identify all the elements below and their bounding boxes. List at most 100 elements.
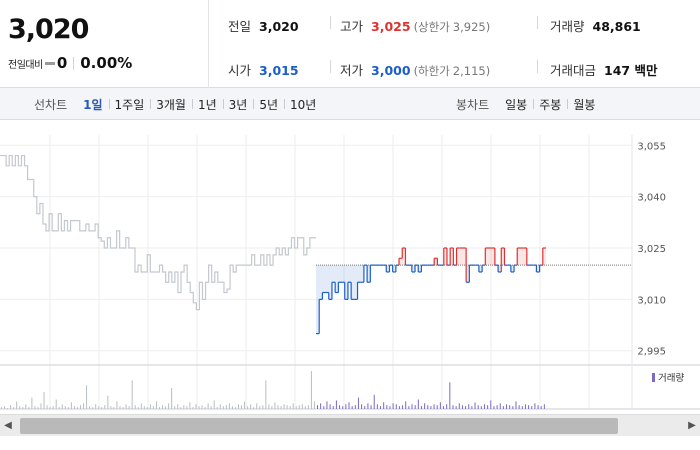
price-fill-down xyxy=(357,265,361,283)
period-tab-1w[interactable]: 1주일 xyxy=(108,96,151,113)
volume-bar-previous xyxy=(295,406,297,409)
volume-bar-today xyxy=(376,404,378,409)
volume-bar-previous xyxy=(313,401,315,409)
volume-bar-previous xyxy=(283,404,285,409)
volume-bar-today xyxy=(417,399,419,409)
period-tab-1y[interactable]: 1년 xyxy=(191,96,223,113)
price-fill-down xyxy=(347,265,352,283)
volume-bar-previous xyxy=(265,380,267,409)
volume-bar-today xyxy=(493,406,495,409)
price-fill-up xyxy=(523,248,527,266)
volume-bar-previous xyxy=(189,402,191,409)
volume-bar-previous xyxy=(55,399,57,409)
chart-scrollbar[interactable]: ◀ ▶ xyxy=(0,414,700,436)
candle-tab-daily[interactable]: 일봉 xyxy=(505,97,528,112)
volume-legend-label: 거래량 xyxy=(658,372,684,384)
price-fill-down xyxy=(344,265,348,300)
volume-bar-today xyxy=(528,405,530,409)
volume-bar-today xyxy=(329,404,331,409)
volume-bar-previous xyxy=(159,407,160,409)
volume-bar-today xyxy=(348,402,350,409)
price-fill-up xyxy=(450,248,454,266)
previous-day-line xyxy=(0,154,316,311)
price-fill-down xyxy=(360,265,364,283)
scroll-right-icon[interactable]: ▶ xyxy=(688,420,696,431)
price-fill-down xyxy=(536,265,540,272)
volume-bar-previous xyxy=(98,406,100,409)
volume-bar-previous xyxy=(10,405,12,409)
volume-bar-previous xyxy=(13,407,15,409)
volume-bar-previous xyxy=(143,406,145,409)
volume-bar-previous xyxy=(86,385,88,409)
period-tab-10y[interactable]: 10년 xyxy=(284,96,322,113)
line-chart-title: 선차트 xyxy=(34,97,68,112)
volume-bar-today xyxy=(335,400,337,409)
price-fill-up xyxy=(443,248,447,266)
volume-bar-previous xyxy=(4,406,6,409)
stock-summary: 3,020 전일대비 0 0.00% 전일 3,020 고가 3,025 (상한… xyxy=(0,0,700,88)
volume-bar-previous xyxy=(137,407,139,409)
volume-bar-today xyxy=(465,406,467,409)
low-label: 저가 xyxy=(340,63,364,78)
volume-bar-previous xyxy=(58,407,60,409)
volume-bar-previous xyxy=(171,388,173,409)
volume-bar-previous xyxy=(253,407,255,409)
volume-bar-today xyxy=(408,406,410,409)
volume-bar-previous xyxy=(213,400,215,409)
volume-bar-today xyxy=(540,406,542,409)
candle-tab-weekly[interactable]: 주봉 xyxy=(533,96,567,113)
change-divider xyxy=(73,56,75,70)
candle-chart-title: 봉차트 xyxy=(456,97,490,112)
volume-bar-previous xyxy=(183,405,185,409)
price-fill-down xyxy=(386,265,390,272)
volume-bar-previous xyxy=(247,406,249,409)
lower-limit-value: 2,115) xyxy=(452,64,491,78)
volume-bar-previous xyxy=(177,404,179,409)
price-fill-down xyxy=(392,265,396,272)
volume-bar-previous xyxy=(289,406,291,409)
volume-bar-today xyxy=(436,405,438,409)
scrollbar-thumb[interactable] xyxy=(20,418,618,434)
volume-bar-previous xyxy=(234,407,236,409)
volume-bar-today xyxy=(433,404,435,409)
volume-bar-previous xyxy=(7,408,9,409)
period-tab-5y[interactable]: 5년 xyxy=(253,96,284,113)
high-value: 3,025 xyxy=(371,19,411,34)
volume-bar-previous xyxy=(222,406,224,409)
price-series xyxy=(0,154,546,335)
quote-divider xyxy=(330,16,331,29)
y-tick-label: 3,025 xyxy=(637,244,666,255)
volume-bar-today xyxy=(509,405,511,409)
volume-bar-previous xyxy=(298,405,300,409)
volume-bar-today xyxy=(461,405,463,409)
prev-close-label: 전일 xyxy=(228,19,252,34)
price-fill-up xyxy=(402,248,406,266)
volume-bars xyxy=(1,371,545,409)
period-tab-3m[interactable]: 3개월 xyxy=(150,96,192,113)
chart-grid xyxy=(0,135,700,410)
period-tab-3y[interactable]: 3년 xyxy=(222,96,254,113)
volume-bar-previous xyxy=(92,407,94,409)
candle-tab-monthly[interactable]: 월봉 xyxy=(567,96,601,113)
amount-value: 147 백만 xyxy=(604,63,658,78)
price-fill-down xyxy=(367,265,371,283)
volume-bar-today xyxy=(361,404,363,409)
price-fill-up xyxy=(520,248,524,266)
volume-bar-today xyxy=(405,401,407,409)
chart-area: 2,995 3,010 3,025 3,040 3,055 거래량 xyxy=(0,121,700,421)
volume-bar-today xyxy=(506,404,508,409)
volume-bar-today xyxy=(471,406,473,409)
y-tick-label: 2,995 xyxy=(637,347,666,358)
scroll-left-icon[interactable]: ◀ xyxy=(4,420,12,431)
price-fill-down xyxy=(411,265,416,272)
volume-bar-previous xyxy=(219,404,221,409)
flat-change-icon xyxy=(44,61,55,65)
volume-bar-today xyxy=(474,402,476,409)
price-fill-down xyxy=(351,265,355,300)
volume-bar-today xyxy=(537,405,539,409)
price-fill-up xyxy=(491,248,495,266)
volume-bar-today xyxy=(490,400,492,409)
period-tab-1d[interactable]: 1일 xyxy=(83,97,103,112)
quote-divider xyxy=(537,16,538,29)
volume-bar-previous xyxy=(292,403,294,409)
